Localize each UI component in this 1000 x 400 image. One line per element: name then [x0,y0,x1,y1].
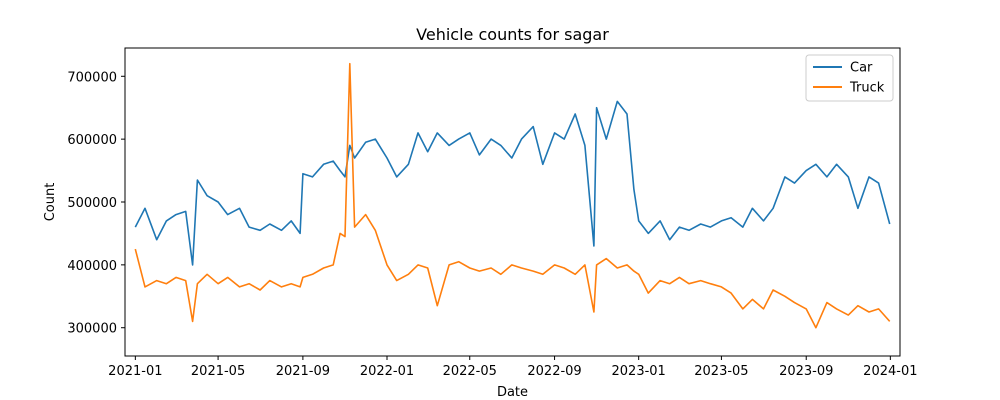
x-tick-label: 2022-05 [443,364,497,379]
y-axis-label: Count [43,183,58,222]
chart-title: Vehicle counts for sagar [416,25,609,44]
legend: Car Truck [806,55,893,101]
y-tick-label: 300000 [67,322,117,337]
y-tick-label: 700000 [67,70,117,85]
x-tick-label: 2022-09 [527,364,581,379]
legend-label-car: Car [850,61,873,76]
x-tick-label: 2023-09 [779,364,833,379]
legend-label-truck: Truck [849,81,885,96]
x-tick-label: 2023-01 [612,364,666,379]
y-tick-label: 400000 [67,259,117,274]
y-tick-label: 600000 [67,133,117,148]
y-tick-label: 500000 [67,196,117,211]
x-tick-label: 2024-01 [863,364,917,379]
x-tick-label: 2021-01 [108,364,162,379]
x-tick-label: 2021-09 [276,364,330,379]
x-tick-label: 2021-05 [191,364,245,379]
x-axis-label: Date [497,385,528,400]
x-tick-label: 2023-05 [694,364,748,379]
x-tick-label: 2022-01 [360,364,414,379]
